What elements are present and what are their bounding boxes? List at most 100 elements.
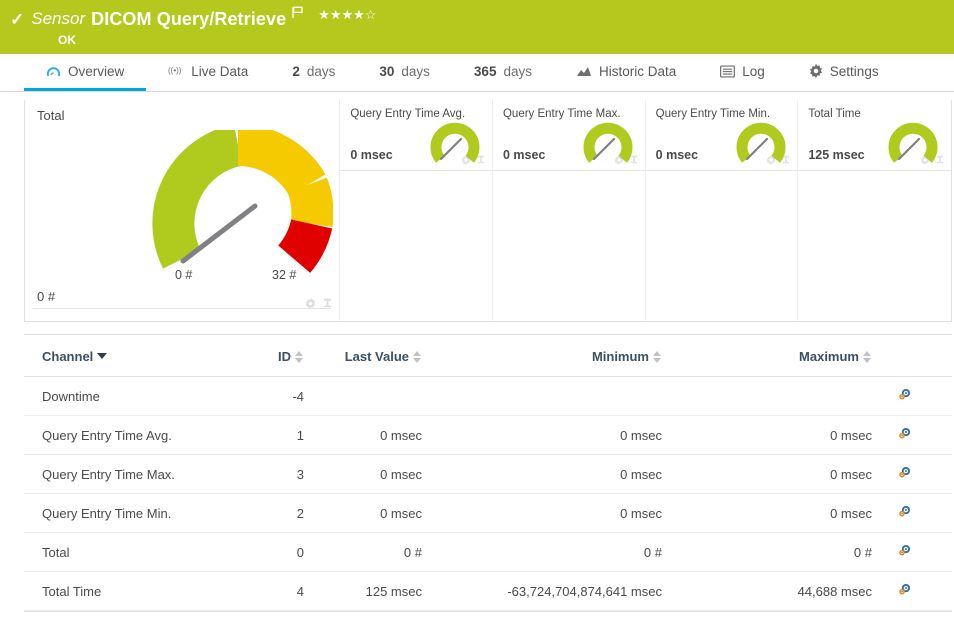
cell-id: 2 xyxy=(224,493,304,533)
pin-icon[interactable] xyxy=(322,296,333,314)
gear-icon[interactable] xyxy=(898,427,911,443)
gauge-query-entry-time-avg[interactable]: Query Entry Time Avg. 0 msec xyxy=(340,100,493,322)
gear-icon[interactable] xyxy=(305,296,316,314)
gauge-query-entry-time-min[interactable]: Query Entry Time Min. 0 msec xyxy=(645,100,799,322)
pin-icon[interactable] xyxy=(476,152,486,170)
gear-icon[interactable] xyxy=(898,388,911,404)
gauge-total[interactable]: Total 0 # 32 # 0 # xyxy=(25,100,341,322)
column-header-id-label: ID xyxy=(278,349,291,364)
cell-maximum: 0 # xyxy=(674,532,884,572)
sensor-header: ✓ Sensor DICOM Query/Retrieve ★★★★☆ OK xyxy=(0,0,954,54)
cell-channel: Query Entry Time Max. xyxy=(24,454,224,494)
tab-365-days-number: 365 xyxy=(473,63,497,79)
gear-icon[interactable] xyxy=(461,152,471,170)
column-header-channel[interactable]: Channel xyxy=(24,335,224,377)
tab-2-days-number: 2 xyxy=(292,63,300,79)
pin-icon[interactable] xyxy=(781,152,791,170)
tab-log[interactable]: Log xyxy=(698,54,787,91)
priority-stars[interactable]: ★★★★☆ xyxy=(318,7,377,22)
cell-last-value: 0 msec xyxy=(304,454,434,494)
tab-settings[interactable]: Settings xyxy=(787,54,901,91)
tab-historic-data-label: Historic Data xyxy=(598,63,677,79)
cell-actions xyxy=(884,454,952,494)
gauge-query-entry-time-min-value: 0 msec xyxy=(655,148,699,162)
tab-historic-data[interactable]: Historic Data xyxy=(554,54,698,91)
gauge-query-entry-time-avg-value: 0 msec xyxy=(350,148,393,162)
cell-actions xyxy=(884,532,952,572)
gauge-query-entry-time-min-footer-icons xyxy=(766,152,791,170)
column-header-last-value[interactable]: Last Value xyxy=(304,335,434,377)
tab-bar: Overview ((•)) Live Data 2 days 30 days … xyxy=(0,54,954,92)
gear-icon[interactable] xyxy=(766,152,776,170)
gauge-total-time-divider xyxy=(798,170,951,171)
gauge-total-title: Total xyxy=(37,108,65,123)
cell-channel: Total Time xyxy=(24,571,224,611)
column-header-minimum[interactable]: Minimum xyxy=(434,335,674,377)
gauge-query-entry-time-max-divider xyxy=(492,170,645,171)
tab-2-days-unit: days xyxy=(306,63,336,79)
gear-icon xyxy=(809,64,823,78)
log-icon xyxy=(720,64,736,78)
table-row[interactable]: Query Entry Time Max. 3 0 msec 0 msec 0 … xyxy=(24,454,952,494)
table-row[interactable]: Total 0 0 # 0 # 0 # xyxy=(24,532,952,572)
table-row[interactable]: Total Time 4 125 msec -63,724,704,874,64… xyxy=(24,571,952,611)
column-header-maximum[interactable]: Maximum xyxy=(674,335,884,377)
tab-overview[interactable]: Overview xyxy=(24,54,147,91)
cell-actions xyxy=(884,415,952,455)
tab-2-days[interactable]: 2 days xyxy=(270,54,357,91)
gear-icon[interactable] xyxy=(898,544,911,560)
flag-icon[interactable] xyxy=(292,6,304,24)
cell-channel: Downtime xyxy=(24,376,224,416)
table-row[interactable]: Query Entry Time Min. 2 0 msec 0 msec 0 … xyxy=(24,493,952,533)
column-header-minimum-label: Minimum xyxy=(591,349,649,364)
tab-30-days-unit: days xyxy=(401,63,430,79)
gauge-query-entry-time-max[interactable]: Query Entry Time Max. 0 msec xyxy=(492,100,646,322)
gear-icon[interactable] xyxy=(898,466,911,482)
gear-icon[interactable] xyxy=(920,152,930,170)
gauge-total-time-title: Total Time xyxy=(808,108,861,120)
sensor-header-title-row: ✓ Sensor DICOM Query/Retrieve ★★★★☆ xyxy=(10,6,954,32)
column-header-channel-label: Channel xyxy=(42,349,94,364)
table-row[interactable]: Downtime -4 xyxy=(24,376,952,416)
pin-icon[interactable] xyxy=(935,152,945,170)
cell-id: 1 xyxy=(224,415,304,455)
cell-minimum: -63,724,704,874,641 msec xyxy=(434,571,674,611)
channels-table-body: Downtime -4 Query Entry Time Avg. 1 0 ms… xyxy=(24,376,952,611)
column-header-id[interactable]: ID xyxy=(224,335,304,377)
tab-365-days-unit: days xyxy=(503,63,532,79)
gauge-query-entry-time-min-dial xyxy=(732,118,790,171)
gauge-icon xyxy=(46,64,61,79)
tab-365-days[interactable]: 365 days xyxy=(452,54,554,91)
pin-icon[interactable] xyxy=(629,152,639,170)
gauge-total-current-value: 0 # xyxy=(37,289,56,304)
sort-desc-icon xyxy=(97,352,108,359)
gauge-query-entry-time-avg-divider xyxy=(340,170,492,171)
gear-icon[interactable] xyxy=(614,152,624,170)
channels-table: Channel ID Last Value xyxy=(24,335,952,611)
cell-id: 4 xyxy=(224,571,304,611)
gauge-total-divider xyxy=(33,308,332,309)
channels-panel: Channel ID Last Value xyxy=(24,334,952,612)
tab-30-days[interactable]: 30 days xyxy=(357,54,452,91)
cell-minimum: 0 msec xyxy=(434,493,674,533)
table-row[interactable]: Query Entry Time Avg. 1 0 msec 0 msec 0 … xyxy=(24,415,952,455)
cell-last-value: 125 msec xyxy=(304,571,434,611)
gear-icon[interactable] xyxy=(898,583,911,599)
gauge-query-entry-time-max-dial xyxy=(579,118,637,171)
gauge-query-entry-time-max-footer-icons xyxy=(614,152,639,170)
cell-minimum: 0 msec xyxy=(434,415,674,455)
cell-maximum: 0 msec xyxy=(674,454,884,494)
gauge-query-entry-time-avg-title: Query Entry Time Avg. xyxy=(350,108,466,120)
gauge-total-time[interactable]: Total Time 125 msec xyxy=(798,100,951,322)
cell-last-value: 0 msec xyxy=(304,493,434,533)
tab-live-data[interactable]: ((•)) Live Data xyxy=(146,54,270,91)
gauge-total-time-footer-icons xyxy=(920,152,945,170)
tab-overview-label: Overview xyxy=(68,63,125,79)
sort-icon xyxy=(295,350,304,363)
sensor-kind-label: Sensor xyxy=(31,9,86,28)
gauge-query-entry-time-avg-footer-icons xyxy=(461,152,486,170)
cell-id: -4 xyxy=(224,376,304,416)
cell-maximum xyxy=(674,376,884,416)
gauge-query-entry-time-max-title: Query Entry Time Max. xyxy=(502,108,621,120)
gear-icon[interactable] xyxy=(898,505,911,521)
